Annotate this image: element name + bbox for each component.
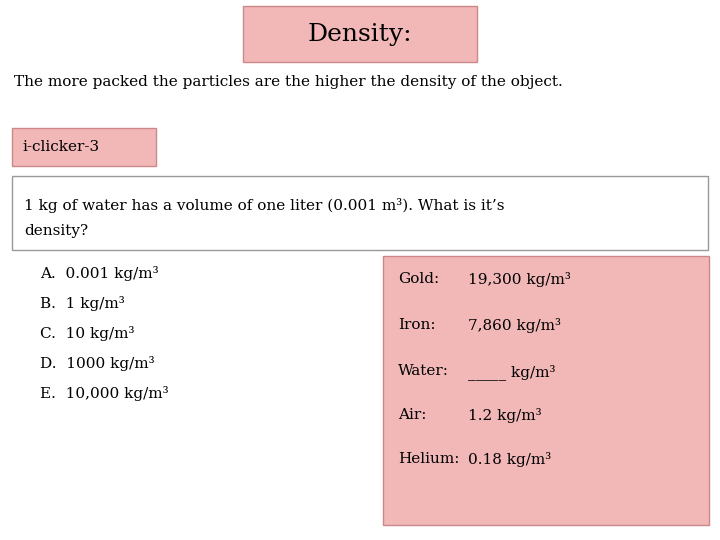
FancyBboxPatch shape: [243, 6, 477, 62]
Text: Iron:: Iron:: [398, 318, 436, 332]
FancyBboxPatch shape: [12, 128, 156, 166]
Text: _____ kg/m³: _____ kg/m³: [468, 364, 556, 380]
Text: 19,300 kg/m³: 19,300 kg/m³: [468, 272, 571, 287]
Text: 1.2 kg/m³: 1.2 kg/m³: [468, 408, 541, 423]
Text: i-clicker-3: i-clicker-3: [22, 140, 99, 154]
Text: Gold:: Gold:: [398, 272, 439, 286]
Text: Air:: Air:: [398, 408, 426, 422]
FancyBboxPatch shape: [12, 176, 708, 250]
Text: Helium:: Helium:: [398, 452, 459, 466]
Text: C.  10 kg/m³: C. 10 kg/m³: [40, 326, 135, 341]
Text: density?: density?: [24, 224, 88, 238]
Text: 0.18 kg/m³: 0.18 kg/m³: [468, 452, 552, 467]
Text: The more packed the particles are the higher the density of the object.: The more packed the particles are the hi…: [14, 75, 563, 89]
Text: 1 kg of water has a volume of one liter (0.001 m³). What is it’s: 1 kg of water has a volume of one liter …: [24, 198, 505, 213]
Text: Water:: Water:: [398, 364, 449, 378]
Text: A.  0.001 kg/m³: A. 0.001 kg/m³: [40, 266, 158, 281]
Text: 7,860 kg/m³: 7,860 kg/m³: [468, 318, 561, 333]
Text: E.  10,000 kg/m³: E. 10,000 kg/m³: [40, 386, 168, 401]
Text: Density:: Density:: [307, 23, 413, 45]
Text: B.  1 kg/m³: B. 1 kg/m³: [40, 296, 125, 311]
Text: D.  1000 kg/m³: D. 1000 kg/m³: [40, 356, 155, 371]
FancyBboxPatch shape: [383, 256, 709, 525]
